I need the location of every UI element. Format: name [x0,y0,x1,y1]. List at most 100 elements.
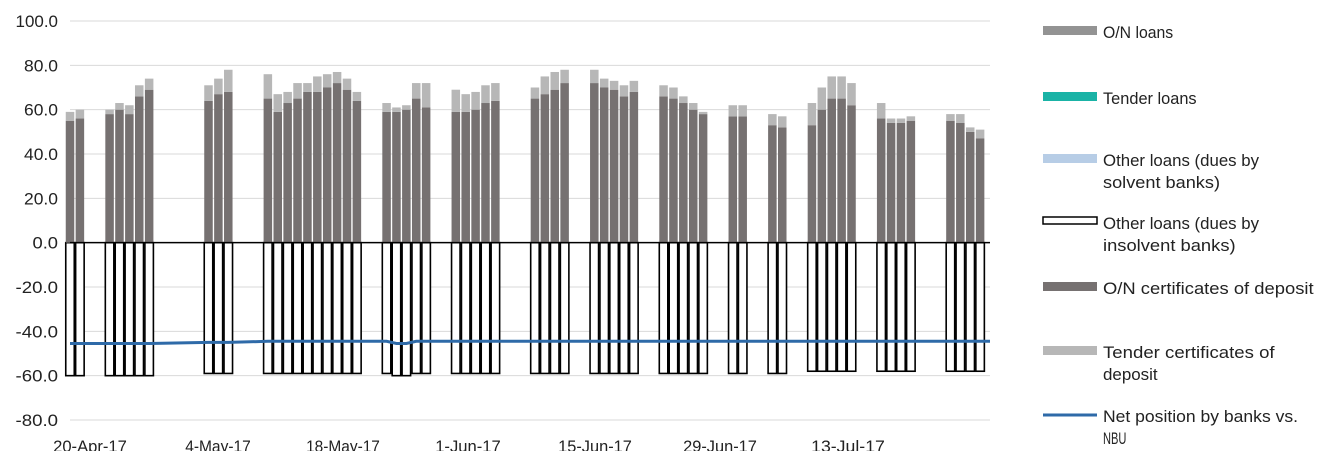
bar-5 [609,89,619,243]
bar-4 [727,241,738,375]
bar-4 [351,241,362,375]
bar-6 [322,74,332,88]
bar-4 [460,241,471,375]
bar-5 [402,109,411,243]
bar-5 [303,91,312,243]
bar-5 [965,131,975,243]
bar-4 [945,241,956,373]
bar-6 [886,118,896,123]
legend-swatch [1043,154,1097,163]
bar-4 [816,241,827,373]
bar-6 [778,116,787,128]
bar-4 [341,241,353,375]
bar-5 [65,120,75,243]
legend-swatch [1043,346,1097,355]
bar-5 [876,118,886,243]
bar-5 [837,98,846,243]
bar-4 [421,241,432,375]
bar-4 [223,241,234,375]
bar-5 [263,98,273,243]
bar-6 [411,83,421,99]
bar-5 [550,89,559,243]
legend-label: insolvent banks) [1103,236,1236,255]
bar-4 [213,241,224,375]
bar-6 [837,76,846,99]
bar-5 [688,109,698,243]
legend-label: Net position by banks vs. [1103,407,1298,426]
bar-6 [491,83,500,101]
bar-6 [956,114,965,123]
bar-5 [481,103,490,243]
bar-5 [421,107,431,243]
bar-5 [530,98,540,243]
x-tick-label: 1-Jun-17 [435,437,501,451]
bar-6 [461,94,470,112]
bar-6 [896,118,906,123]
bar-5 [540,94,550,243]
bar-4 [332,241,343,375]
bar-4 [490,241,501,375]
legend-label: deposit [1103,365,1158,384]
x-tick-label: 13-Jul-17 [811,437,885,451]
bars [64,69,986,377]
bar-4 [658,241,669,375]
legend-item: Tender certificates of deposit [1043,343,1275,384]
bar-5 [669,98,678,243]
bar-6 [698,111,708,115]
y-tick-label: 60.0 [24,101,58,120]
bar-4 [777,241,788,375]
bar-5 [679,103,688,243]
legend-label: Tender certificates of [1103,343,1275,362]
bar-4 [806,241,817,373]
bar-6 [599,78,609,88]
bar-4 [480,241,491,375]
bar-6 [590,69,599,84]
bar-6 [876,103,886,119]
bar-5 [886,122,896,243]
bar-5 [768,125,777,243]
bar-6 [629,80,639,92]
bar-4 [134,241,145,377]
legend-swatch [1043,26,1097,35]
bar-4 [114,241,125,377]
bar-5 [491,100,500,243]
bar-4 [737,241,748,375]
bar-5 [392,111,401,243]
legend-item: Net position by banks vs. NBU [1043,407,1298,448]
net-position-line [70,339,990,346]
bar-4 [144,241,155,377]
bar-4 [104,241,115,377]
bar-6 [402,105,411,110]
bar-5 [728,116,738,243]
legend-label: Tender loans [1103,89,1197,108]
bar-5 [134,96,144,243]
bar-6 [303,83,312,92]
legend-item: Tender loans [1043,89,1197,108]
bar-5 [659,96,668,243]
bar-4 [609,241,620,375]
legend-label: Other loans (dues by [1103,214,1259,233]
bar-4 [450,241,461,375]
bar-4 [688,241,699,375]
bar-5 [896,122,906,243]
bar-6 [263,74,273,99]
bar-6 [768,114,777,126]
bar-6 [540,76,550,95]
bar-6 [471,91,480,110]
bar-4 [599,241,610,375]
bar-5 [105,114,114,243]
bar-5 [956,122,965,243]
bar-6 [421,83,431,108]
y-tick-label: 20.0 [24,189,58,208]
bar-4 [886,241,897,373]
bar-6 [65,111,75,121]
bar-4 [905,241,916,373]
bar-6 [392,107,401,112]
bar-4 [846,241,857,373]
bar-6 [313,76,322,92]
bar-5 [619,96,629,243]
bar-5 [342,89,352,243]
bar-4 [836,241,847,373]
bar-6 [817,87,827,110]
